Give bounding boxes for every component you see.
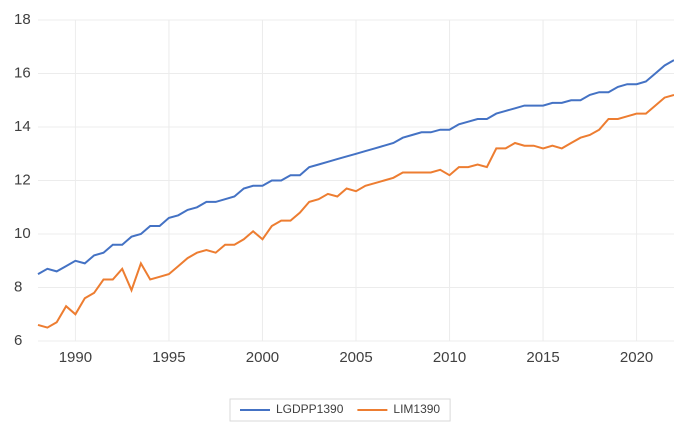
y-tick-label: 14: [14, 118, 31, 135]
y-tick-label: 6: [14, 332, 22, 349]
legend: LGDPP1390 LIM1390: [229, 398, 451, 422]
x-tick-label: 2015: [526, 349, 559, 366]
y-tick-label: 10: [14, 225, 31, 242]
x-tick-label: 2005: [339, 349, 372, 366]
x-tick-label: 1995: [152, 349, 185, 366]
series-line: [37, 59, 674, 275]
legend-box: [229, 398, 451, 422]
legend-label: LIM1390: [393, 402, 440, 416]
x-tick-label: 1990: [59, 349, 92, 366]
y-tick-label: 16: [14, 64, 31, 81]
legend-label: LGDPP1390: [276, 402, 344, 416]
series-line: [37, 93, 674, 329]
x-tick-label: 2020: [620, 349, 653, 366]
x-tick-label: 2010: [433, 349, 466, 366]
y-tick-label: 8: [14, 278, 22, 295]
x-tick-label: 2000: [246, 349, 279, 366]
y-tick-label: 12: [14, 171, 31, 188]
y-tick-label: 18: [14, 11, 31, 28]
